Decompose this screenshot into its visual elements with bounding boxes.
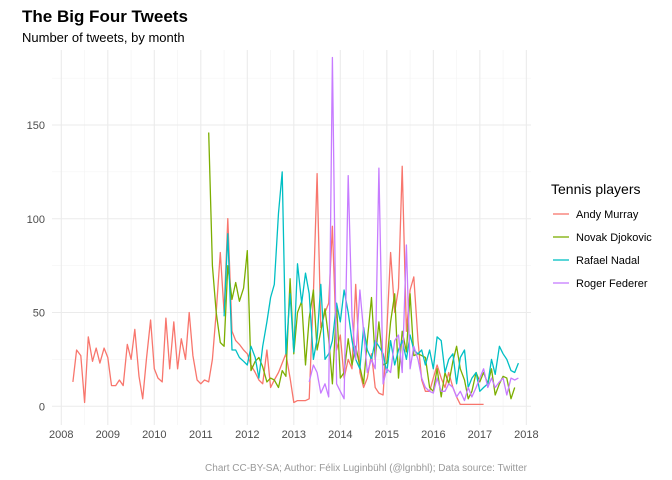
legend-label-andy-murray: Andy Murray xyxy=(576,209,639,221)
series-line-novak-djokovic xyxy=(208,132,516,400)
x-tick-label: 2012 xyxy=(235,429,259,441)
x-tick-label: 2014 xyxy=(328,429,352,441)
legend-items: Andy Murray Novak Djokovic Rafael Nadal Rog… xyxy=(553,209,652,290)
series-lines xyxy=(72,56,520,406)
y-axis: 0 50 100 150 xyxy=(27,120,45,413)
x-tick-label: 2015 xyxy=(375,429,399,441)
x-axis: 2008 2009 2010 2011 2012 2013 2014 2015 2016 2017… xyxy=(49,429,539,441)
x-tick-label: 2009 xyxy=(96,429,120,441)
grid xyxy=(52,50,531,425)
chart-caption: Chart CC-BY-SA; Author: Félix Luginbühl … xyxy=(205,463,528,474)
legend-title: Tennis players xyxy=(551,181,641,197)
legend: Tennis players Andy Murray Novak Djokovic… xyxy=(551,181,652,290)
chart-title: The Big Four Tweets xyxy=(22,7,188,26)
x-tick-label: 2013 xyxy=(282,429,306,441)
x-tick-label: 2018 xyxy=(514,429,538,441)
y-tick-label: 0 xyxy=(39,401,45,413)
legend-label-novak-djokovic: Novak Djokovic xyxy=(576,232,652,244)
legend-label-roger-federer: Roger Federer xyxy=(576,278,648,290)
chart-subtitle: Number of tweets, by month xyxy=(22,30,185,45)
x-tick-label: 2008 xyxy=(49,429,73,441)
legend-label-rafael-nadal: Rafael Nadal xyxy=(576,255,640,267)
x-tick-label: 2017 xyxy=(468,429,492,441)
x-tick-label: 2010 xyxy=(142,429,166,441)
x-tick-label: 2016 xyxy=(421,429,445,441)
x-tick-label: 2011 xyxy=(189,429,213,441)
y-tick-label: 150 xyxy=(27,120,45,132)
y-tick-label: 50 xyxy=(33,308,45,320)
series-line-roger-federer xyxy=(308,56,519,402)
y-tick-label: 100 xyxy=(27,214,45,226)
series-line-andy-murray xyxy=(72,165,484,406)
